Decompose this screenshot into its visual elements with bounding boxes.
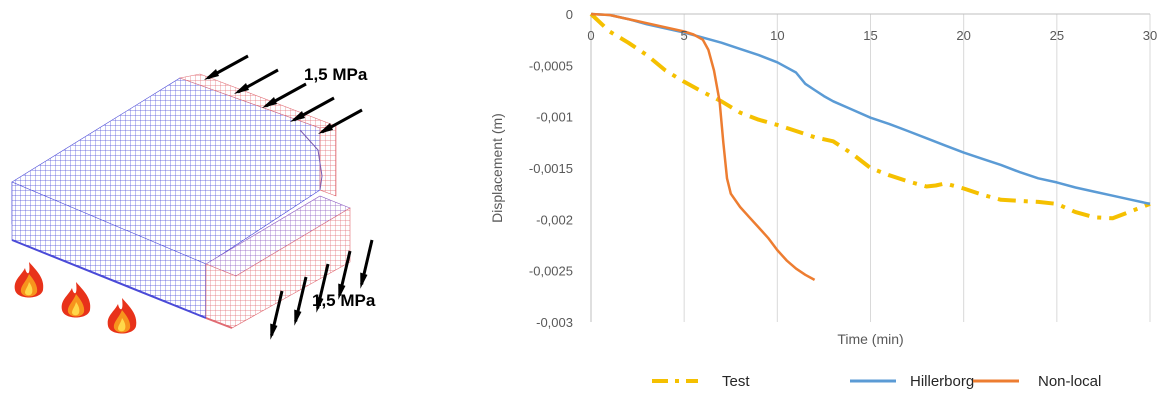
legend-label: Test [722,373,750,390]
x-tick-label: 25 [1050,28,1064,43]
arrow-icon [260,82,308,110]
y-tick-label: -0,001 [536,110,573,125]
legend-label: Hillerborg [910,373,974,390]
legend-item-test: Test [652,373,750,390]
x-tick-label: 10 [770,28,784,43]
load-label-top: 1,5 MPa [304,65,368,84]
legend-label: Non-local [1038,373,1101,390]
upper-right-face [319,125,337,197]
displacement-chart: 0 5 10 15 20 25 30 0 -0,0005 -0,001 -0,0015 -0,002 -… [489,7,1157,390]
y-axis-title: Displacement (m) [489,113,505,223]
axes [590,13,1150,322]
notch-line [299,129,323,191]
x-tick-label: 20 [956,28,970,43]
legend-item-hillerborg: Hillerborg [850,373,974,390]
y-tick-label: -0,002 [536,212,573,227]
series-line-non-local [590,12,816,281]
x-tick-label: 0 [587,28,594,43]
arrow-icon [232,68,280,96]
grid [683,14,1151,322]
legend-item-non-local: Non-local [973,373,1101,390]
flame-icon [107,298,137,334]
legend: Test Hillerborg Non-local [652,373,1101,390]
y-tick-label: -0,003 [536,315,573,330]
y-tick-label: -0,0005 [529,58,573,73]
x-axis-title: Time (min) [837,331,903,347]
y-tick-label: -0,0015 [529,161,573,176]
series [589,12,1151,281]
bottom-edge-red [205,317,233,329]
x-tick-label: 30 [1143,28,1157,43]
x-tick-label: 15 [863,28,877,43]
load-label-side: 1,5 MPa [312,291,376,310]
specimen-illustration: 1,5 MPa 1,5 MPa [11,54,392,342]
flame-icon [61,282,91,318]
bottom-edge [11,239,207,319]
y-tick-label: 0 [566,7,573,22]
flame-icon [14,262,44,298]
series-line-test [589,12,1151,221]
tick-labels: 0 5 10 15 20 25 30 0 -0,0005 -0,001 -0,0015 -0,002 -… [529,7,1157,330]
y-tick-label: -0,0025 [529,264,573,279]
x-tick-label: 5 [681,28,688,43]
arrow-icon [202,54,250,82]
